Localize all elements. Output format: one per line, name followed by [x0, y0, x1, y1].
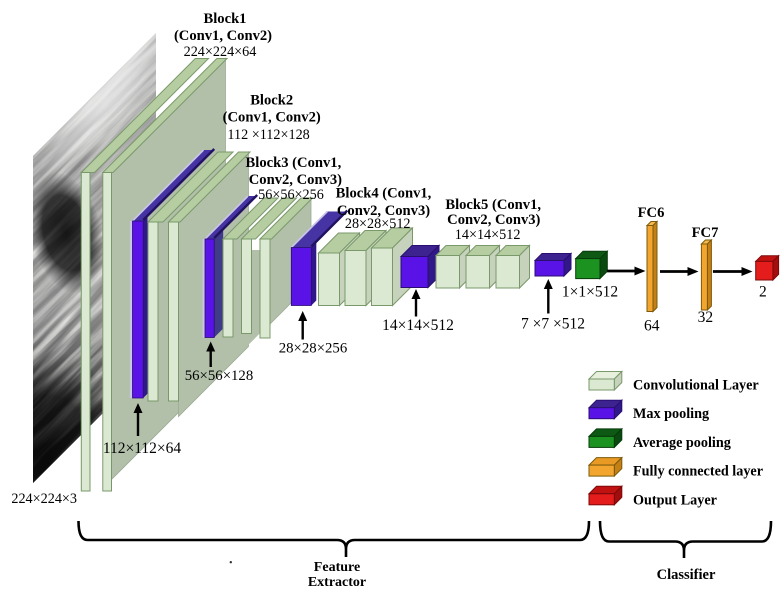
svg-text:Classifier: Classifier [657, 567, 716, 583]
svg-text:Block2: Block2 [250, 93, 293, 109]
svg-text:Average pooling: Average pooling [633, 435, 731, 451]
svg-text:112×112×64: 112×112×64 [103, 440, 182, 457]
svg-text:Conv2, Conv3): Conv2, Conv3) [447, 212, 540, 228]
svg-text:Extractor: Extractor [308, 575, 366, 590]
svg-text:Block4 (Conv1,: Block4 (Conv1, [336, 186, 432, 202]
svg-text:Block1: Block1 [204, 11, 247, 27]
svg-text:1×1×512: 1×1×512 [562, 284, 618, 301]
svg-text:56×56×128: 56×56×128 [185, 368, 253, 384]
svg-text:64: 64 [644, 318, 660, 335]
svg-text:Conv2, Conv3): Conv2, Conv3) [337, 203, 430, 219]
svg-text:(Conv1, Conv2): (Conv1, Conv2) [223, 109, 321, 125]
svg-text:224×224×64: 224×224×64 [184, 44, 257, 60]
svg-text:Fully connected layer: Fully connected layer [633, 464, 763, 480]
svg-text:14×14×512: 14×14×512 [455, 227, 521, 243]
svg-text:28×28×512: 28×28×512 [345, 216, 411, 232]
svg-text:224×224×3: 224×224×3 [11, 491, 77, 507]
svg-text:Conv2, Conv3): Conv2, Conv3) [249, 172, 342, 188]
svg-text:56×56×256: 56×56×256 [258, 187, 324, 203]
svg-text:28×28×256: 28×28×256 [279, 340, 347, 356]
svg-text:FC6: FC6 [638, 205, 665, 221]
svg-text:(Conv1, Conv2): (Conv1, Conv2) [174, 28, 272, 44]
svg-text:32: 32 [698, 309, 714, 326]
svg-text:14×14×512: 14×14×512 [382, 317, 454, 334]
svg-text:7 ×7 ×512: 7 ×7 ×512 [521, 316, 585, 333]
svg-text:Block3 (Conv1,: Block3 (Conv1, [246, 155, 342, 171]
svg-text:112 ×112×128: 112 ×112×128 [227, 127, 309, 143]
svg-text:Block5 (Conv1,: Block5 (Conv1, [445, 197, 541, 213]
svg-text:Max pooling: Max pooling [633, 406, 709, 422]
svg-text:Output Layer: Output Layer [633, 492, 717, 508]
svg-text:FC7: FC7 [692, 225, 719, 241]
svg-text:Convolutional Layer: Convolutional Layer [633, 378, 759, 394]
svg-text:2: 2 [759, 283, 767, 300]
svg-text:Feature: Feature [314, 560, 360, 575]
